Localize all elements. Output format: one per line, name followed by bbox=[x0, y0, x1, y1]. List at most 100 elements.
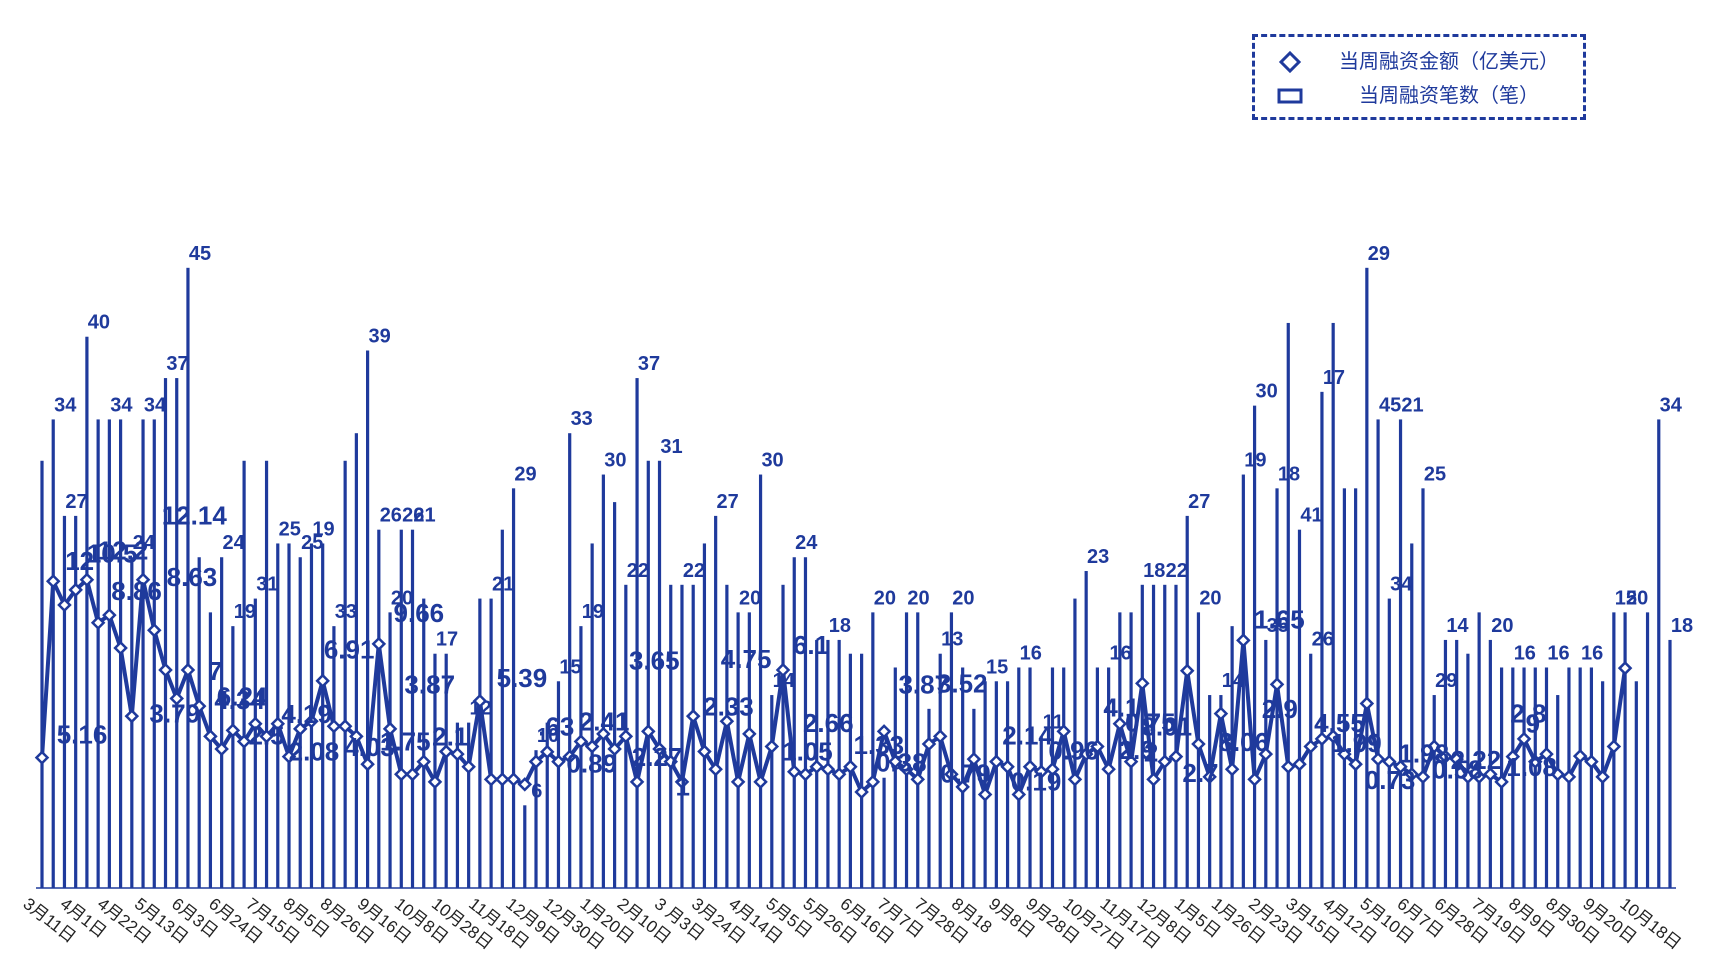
amount-marker bbox=[90, 615, 106, 630]
amount-data-label: 10.5 bbox=[87, 539, 138, 569]
amount-marker bbox=[966, 751, 982, 767]
amount-marker bbox=[843, 759, 858, 774]
count-data-label: 26 bbox=[1312, 629, 1334, 651]
amount-data-label: 2.9 bbox=[1262, 694, 1298, 724]
amount-marker bbox=[326, 719, 342, 734]
count-data-label: 14 bbox=[1446, 615, 1469, 637]
amount-data-label: 3.87 bbox=[898, 669, 949, 699]
amount-marker bbox=[349, 729, 364, 744]
amount-marker bbox=[1247, 772, 1262, 787]
count-bar bbox=[556, 681, 561, 888]
count-data-label: 22 bbox=[1166, 560, 1188, 582]
count-data-label: 16 bbox=[1109, 642, 1131, 664]
amount-marker bbox=[1011, 787, 1027, 802]
amount-marker bbox=[697, 744, 712, 759]
count-data-label: 6 bbox=[531, 780, 542, 802]
count-bar bbox=[1331, 322, 1335, 889]
count-bar bbox=[422, 598, 426, 888]
count-bar bbox=[961, 667, 965, 888]
amount-data-label: 2.1 bbox=[432, 722, 468, 752]
amount-marker bbox=[865, 774, 881, 790]
amount-marker bbox=[1325, 729, 1341, 744]
amount-marker bbox=[472, 693, 488, 709]
amount-marker bbox=[113, 640, 128, 656]
amount-marker bbox=[775, 662, 791, 678]
count-bar bbox=[1163, 584, 1167, 888]
amount-marker bbox=[1135, 676, 1150, 691]
amount-marker bbox=[742, 726, 757, 742]
count-data-label: 19 bbox=[1244, 450, 1266, 472]
count-bar bbox=[1488, 639, 1492, 888]
amount-marker bbox=[1505, 749, 1521, 764]
count-bar bbox=[882, 777, 886, 888]
amount-marker bbox=[944, 767, 959, 782]
count-bar bbox=[1533, 667, 1537, 888]
amount-marker bbox=[719, 713, 735, 729]
amount-marker bbox=[1000, 759, 1015, 774]
amount-marker bbox=[596, 726, 611, 742]
amount-marker bbox=[405, 767, 420, 782]
amount-data-label: 3.87 bbox=[404, 670, 455, 700]
amount-data-label: 1 bbox=[676, 772, 690, 802]
count-data-label: 27 bbox=[65, 491, 87, 513]
count-data-label: 34 bbox=[1660, 394, 1683, 416]
amount-data-label: 2.8 bbox=[1510, 698, 1546, 728]
amount-marker bbox=[1078, 746, 1094, 762]
count-bar bbox=[1151, 584, 1156, 888]
count-data-label: 18 bbox=[1143, 560, 1165, 582]
count-data-label: 31 bbox=[660, 436, 682, 458]
count-bar bbox=[927, 708, 931, 888]
count-bar bbox=[85, 336, 89, 888]
count-data-label: 20 bbox=[739, 587, 761, 609]
amount-marker bbox=[102, 607, 117, 623]
count-bar bbox=[860, 653, 864, 888]
amount-marker bbox=[989, 754, 1004, 769]
amount-marker bbox=[798, 767, 813, 782]
count-bar bbox=[500, 529, 504, 888]
amount-data-labels: 5.161210.58.8612.212.143.798.6374.346.24… bbox=[57, 500, 1557, 801]
count-data-label: 24 bbox=[223, 532, 246, 554]
count-bar bbox=[208, 612, 213, 888]
count-bar bbox=[1354, 488, 1358, 888]
count-data-label: 15 bbox=[1615, 587, 1637, 609]
count-data-label: 10 bbox=[537, 725, 559, 747]
amount-data-label: 6.24 bbox=[217, 681, 268, 711]
count-data-label: 19 bbox=[234, 601, 256, 623]
count-bar bbox=[1208, 695, 1212, 888]
count-bar bbox=[1365, 267, 1369, 888]
count-bar bbox=[938, 653, 942, 888]
amount-data-label: 0.58 bbox=[1432, 755, 1483, 785]
amount-marker bbox=[1112, 716, 1128, 732]
count-data-label: 25 bbox=[301, 532, 323, 554]
count-bar bbox=[545, 722, 549, 888]
count-bar bbox=[1050, 667, 1055, 888]
count-bar bbox=[1410, 543, 1414, 888]
count-bar bbox=[568, 433, 572, 888]
amount-data-label: 5.39 bbox=[497, 663, 548, 693]
amount-data-label: 12.2 bbox=[98, 536, 149, 566]
amount-marker bbox=[1393, 759, 1408, 774]
count-data-label: 20 bbox=[1626, 587, 1648, 609]
amount-marker bbox=[1269, 677, 1285, 692]
amount-marker bbox=[551, 754, 566, 769]
count-bar bbox=[40, 460, 44, 888]
count-bar bbox=[343, 460, 347, 888]
count-data-label: 18 bbox=[1671, 615, 1693, 637]
amount-data-label: 7 bbox=[208, 656, 222, 686]
amount-data-label: 2.33 bbox=[703, 692, 754, 722]
count-data-label: 39 bbox=[368, 326, 390, 348]
legend-item-count: 当周融资笔数（笔） bbox=[1255, 81, 1583, 111]
count-bar bbox=[1264, 639, 1268, 888]
count-bar bbox=[220, 557, 224, 888]
count-data-label: 11 bbox=[1043, 711, 1064, 733]
count-bar bbox=[1185, 515, 1189, 888]
amount-marker bbox=[786, 764, 802, 780]
count-bar bbox=[1095, 667, 1099, 888]
amount-marker bbox=[831, 767, 847, 782]
amount-marker bbox=[1438, 749, 1453, 764]
amount-marker bbox=[1179, 663, 1195, 678]
amount-marker bbox=[1483, 767, 1498, 782]
amount-marker bbox=[1595, 769, 1610, 785]
count-data-label: 15 bbox=[559, 656, 581, 678]
amount-data-label: 6.91 bbox=[324, 634, 375, 664]
